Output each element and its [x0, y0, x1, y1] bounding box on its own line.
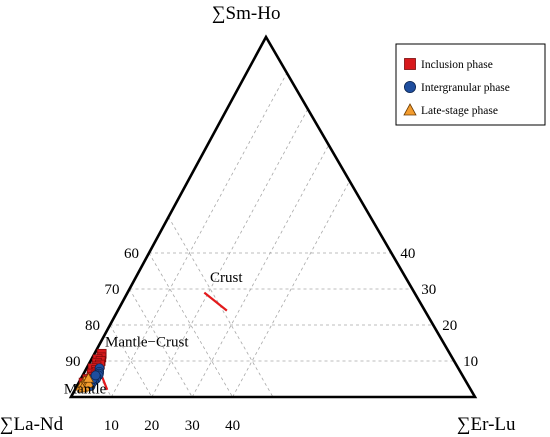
inclusion-phase-marker: [404, 58, 416, 70]
intergranular-phase-marker: [403, 81, 416, 94]
region-labels: Crust Mantle−Crust Mantle: [64, 270, 244, 398]
vertex-label-right: ∑Er-Lu: [457, 414, 516, 435]
grid-line-left-80: [109, 324, 153, 398]
late-stage-phase-marker: [403, 103, 417, 116]
late-stage-phase-point-7: [83, 377, 95, 388]
late-stage-phase-point-8: [82, 372, 95, 383]
grid-line-left-70: [129, 288, 193, 398]
vertex-label-left: ∑La-Nd: [0, 414, 64, 435]
tick-right-20: 20: [442, 318, 457, 334]
region-label-crust: Crust: [210, 270, 243, 286]
tick-bottom-10: 10: [104, 418, 119, 434]
tick-bottom-40: 40: [225, 418, 240, 434]
tick-right-10: 10: [463, 354, 478, 370]
data-points: [75, 348, 107, 393]
tick-left-60: 60: [124, 246, 139, 262]
tick-labels: 60 70 80 90 40 30 20 10 10 20 30 40: [66, 246, 479, 434]
tick-bottom-30: 30: [185, 418, 200, 434]
grid-line-right-10: [111, 72, 288, 398]
legend-label-inclusion: Inclusion phase: [421, 59, 493, 71]
grid-line-right-40: [232, 180, 350, 398]
grid-line-left-60: [148, 252, 233, 398]
region-label-mantle-crust: Mantle−Crust: [105, 335, 189, 351]
tick-left-90: 90: [66, 354, 81, 370]
tick-bottom-20: 20: [144, 418, 159, 434]
legend-box: [395, 43, 546, 126]
vertex-label-top: ∑Sm-Ho: [212, 3, 280, 24]
tick-right-30: 30: [421, 282, 436, 298]
legend: Inclusion phase Intergranular phase Late…: [395, 43, 546, 126]
legend-label-late-stage: Late-stage phase: [421, 105, 498, 117]
boundary-line-2: [203, 291, 228, 312]
region-label-mantle: Mantle: [64, 381, 107, 397]
tick-left-80: 80: [85, 318, 100, 334]
legend-label-intergranular: Intergranular phase: [421, 82, 510, 94]
tick-left-70: 70: [105, 282, 120, 298]
intergranular-phase-point-12: [90, 370, 101, 381]
ternary-triangle: [68, 34, 478, 399]
tick-right-40: 40: [400, 246, 415, 262]
